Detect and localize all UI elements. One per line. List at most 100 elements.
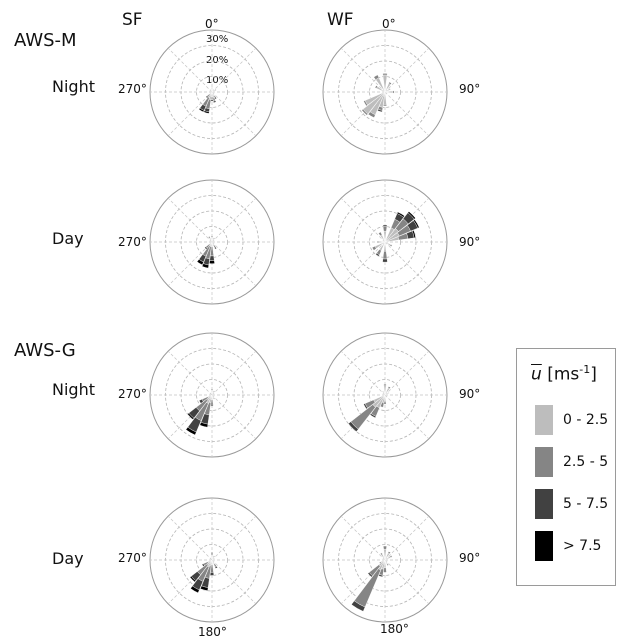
wind-rose-aws-m-day-sf [149, 179, 275, 305]
rose-wedge-dir75-class4 [412, 230, 416, 239]
rose-wedge-dir0-class2 [211, 235, 213, 238]
rose-wedge-dir240-class2 [371, 245, 377, 251]
grid-spoke-45 [384, 350, 430, 396]
rose-wedge-dir180-class3 [209, 255, 215, 261]
rose-wedge-dir60-class1 [384, 391, 390, 396]
south-label-sf: 180° [198, 625, 227, 639]
column-title-sf: SF [122, 10, 143, 30]
rose-wedge-dir225-class2 [361, 108, 369, 116]
west-label-row1: 270° [118, 82, 147, 96]
grid-spoke-45 [211, 47, 257, 93]
legend-close: ] [590, 364, 597, 385]
grid-spoke-135 [211, 559, 257, 605]
rose-wedge-dir180-class3 [210, 404, 214, 407]
rose-wedge-dir180-class2 [383, 104, 387, 107]
east-label-row1: 90° [459, 82, 481, 96]
rose-wedge-dir165-class3 [213, 100, 217, 103]
grid-spoke-45 [384, 515, 430, 561]
rose-wedge-dir240-class3 [198, 398, 204, 404]
rose-wedge-dir225-class4 [189, 575, 197, 583]
rose-wedge-dir150-class2 [386, 563, 390, 566]
grid-spoke-135 [384, 394, 430, 440]
period-label-night-m: Night [52, 77, 95, 96]
rose-wedge-dir30-class2 [388, 81, 392, 85]
station-label-aws-m: AWS-M [14, 30, 77, 51]
rose-wedge-dir30-class4 [396, 211, 405, 218]
grid-spoke-315 [167, 197, 213, 243]
rose-wedge-dir60-class2 [214, 88, 217, 92]
rose-wedge-dir30-class2 [387, 551, 391, 555]
ring-label-30: 30% [206, 34, 229, 45]
rose-wedge-dir195-class2 [380, 401, 385, 408]
grid-spoke-315 [340, 515, 386, 561]
rose-wedge-dir0-class1 [211, 87, 213, 93]
rose-wedge-dir30-class2 [212, 237, 216, 240]
rose-wedge-dir0-class2 [210, 552, 214, 556]
rose-wedge-dir120-class1 [384, 241, 391, 247]
grid-spoke-225 [167, 91, 213, 137]
rose-wedge-dir180-class2 [382, 251, 388, 260]
grid-spoke-45 [211, 197, 257, 243]
legend-label-1: 0 - 2.5 [563, 412, 609, 428]
rose-wedge-dir150-class2 [212, 397, 216, 400]
rose-wedge-dir300-class2 [374, 85, 378, 89]
rose-wedge-dir225-class2 [350, 404, 376, 430]
rose-wedge-dir180-class4 [209, 260, 215, 264]
rose-wedge-dir150-class3 [214, 565, 218, 569]
rose-wedge-dir195-class4 [199, 422, 209, 428]
grid-spoke-135 [384, 91, 430, 137]
rose-wedge-dir240-class3 [201, 563, 205, 567]
legend-label-3: 5 - 7.5 [563, 496, 609, 512]
rose-wedge-dir30-class2 [212, 390, 216, 393]
rose-wedge-dir225-class3 [367, 572, 373, 578]
rose-wedge-dir330-class1 [209, 88, 213, 93]
rose-wedge-dir210-class3 [375, 252, 380, 257]
rose-wedge-dir330-class2 [373, 74, 380, 80]
wind-rose-aws-m-day-wf [322, 179, 448, 305]
rose-wedge-dir60-class2 [389, 555, 393, 558]
rose-wedge-dir210-class4 [198, 107, 205, 113]
station-label-aws-g: AWS-G [14, 340, 76, 361]
rose-wedge-dir180-class3 [382, 258, 388, 263]
north-label-wf: 0° [382, 17, 396, 31]
rose-wedge-dir210-class3 [351, 600, 366, 612]
rose-wedge-dir225-class3 [205, 95, 209, 99]
rose-wedge-dir0-class2 [382, 226, 388, 232]
rose-wedge-dir210-class2 [367, 111, 376, 118]
rose-wedge-dir45-class4 [407, 211, 416, 220]
rose-wedge-dir150-class3 [214, 246, 217, 250]
grid-spoke-135 [211, 241, 257, 287]
grid-spoke-135 [211, 91, 257, 137]
rose-wedge-dir240-class2 [363, 100, 368, 107]
wind-rose-aws-g-day-sf [149, 497, 275, 623]
rose-wedge-dir180-class2 [210, 399, 214, 405]
rose-wedge-dir30-class2 [212, 555, 216, 558]
rose-wedge-dir0-class2 [383, 383, 387, 386]
rose-wedge-dir270-class2 [377, 240, 380, 244]
rose-wedge-dir210-class2 [353, 568, 382, 608]
rose-wedge-dir210-class3 [369, 413, 377, 419]
rose-wedge-dir330-class1 [381, 390, 386, 396]
rose-wedge-dir240-class2 [379, 561, 382, 565]
rose-wedge-dir60-class1 [211, 557, 216, 561]
west-label-row2: 270° [118, 235, 147, 249]
rose-wedge-dir90-class2 [392, 90, 395, 94]
rose-wedge-dir0-class2 [211, 388, 213, 391]
west-label-row3: 270° [118, 387, 147, 401]
grid-spoke-315 [340, 197, 386, 243]
rose-wedge-dir210-class4 [190, 585, 200, 594]
rose-wedge-dir60-class1 [384, 87, 391, 93]
grid-spoke-315 [167, 47, 213, 93]
rose-wedge-dir195-class3 [378, 574, 384, 578]
wind-rose-aws-g-night-wf [322, 332, 448, 458]
speed-legend: u [ms-1] 0 - 2.5 2.5 - 5 5 - 7.5 > 7.5 [516, 348, 616, 586]
legend-exponent: -1 [579, 363, 591, 376]
rose-wedge-dir120-class2 [389, 244, 393, 247]
legend-swatch-4 [535, 531, 553, 561]
rose-wedge-dir240-class3 [363, 403, 368, 410]
ring-label-20: 20% [206, 55, 229, 66]
rose-wedge-dir195-class4 [200, 585, 209, 591]
rose-wedge-dir225-class3 [204, 246, 208, 250]
wind-rose-aws-g-night-sf [149, 332, 275, 458]
rose-wedge-dir225-class4 [187, 412, 195, 420]
